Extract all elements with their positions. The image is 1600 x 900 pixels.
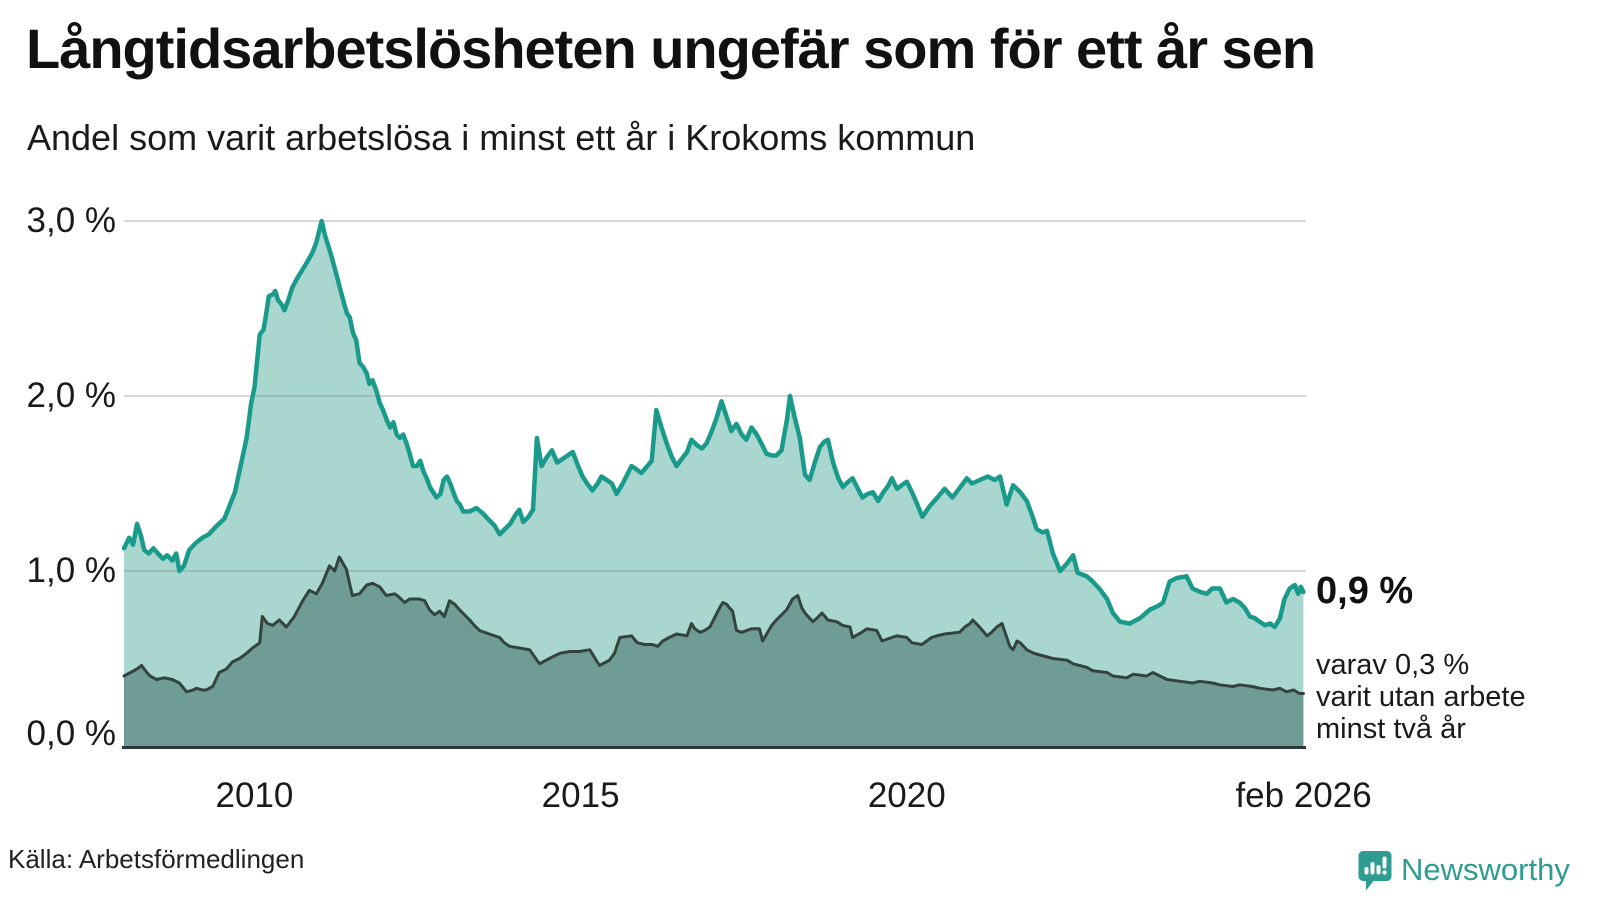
secondary-note: varav 0,3 % varit utan arbete minst två … (1316, 649, 1526, 745)
page-title: Långtidsarbetslösheten ungefär som för e… (26, 17, 1316, 80)
series-minst-tva-ar-line (122, 555, 1305, 695)
y-axis-label: 2,0 % (26, 376, 117, 415)
series-minst-tva-ar-area (124, 557, 1304, 746)
source-note: Källa: Arbetsförmedlingen (8, 844, 305, 874)
y-axis-label: 0,0 % (26, 714, 117, 753)
x-axis-label: 2020 (867, 776, 946, 815)
page-subtitle: Andel som varit arbetslösa i minst ett å… (27, 117, 976, 158)
end-value-label: 0,9 % (1316, 570, 1414, 612)
x-axis-label: 2010 (215, 776, 294, 815)
secondary-note-line: minst två år (1316, 713, 1466, 745)
y-axis-label: 3,0 % (26, 201, 117, 240)
y-axis-label: 1,0 % (26, 551, 117, 590)
series-minst-ett-ar-line (121, 218, 1306, 630)
newsworthy-logo: Newsworthy (1358, 850, 1570, 897)
x-axis-label: 2015 (541, 776, 620, 815)
x-axis-label: feb 2026 (1235, 776, 1372, 815)
secondary-note-line: varit utan arbete (1316, 681, 1526, 713)
secondary-note-line: varav 0,3 % (1316, 649, 1470, 681)
newsworthy-bubble-icon (1358, 850, 1392, 897)
newsworthy-logo-text: Newsworthy (1401, 852, 1570, 887)
